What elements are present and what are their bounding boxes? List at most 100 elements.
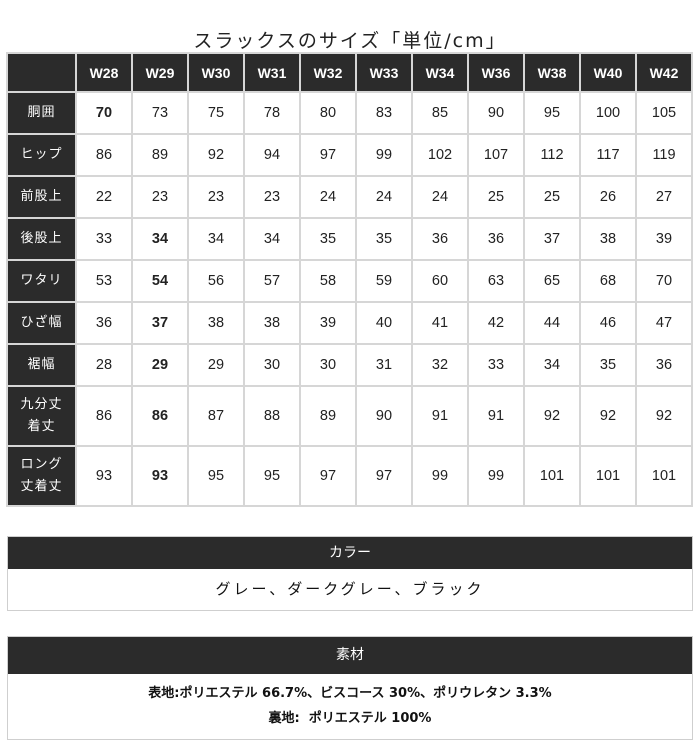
table-row: ヒップ 86 89 92 94 97 99 102 107 112 117 119 — [8, 135, 691, 175]
table-cell: 30 — [301, 345, 355, 385]
size-table: W28 W29 W30 W31 W32 W33 W34 W36 W38 W40 W42 胴囲 70 73… — [6, 52, 693, 507]
material-body: 表地:ポリエステル 66.7%、ビスコース 30%、ポリウレタン 3.3% 裏地… — [8, 674, 692, 739]
table-cell: 33 — [77, 219, 131, 259]
table-cell: 91 — [413, 387, 467, 445]
table-cell: 99 — [357, 135, 411, 175]
table-cell: 38 — [245, 303, 299, 343]
table-cell: 112 — [525, 135, 579, 175]
table-cell: 23 — [189, 177, 243, 217]
table-cell: 37 — [133, 303, 187, 343]
table-cell: 105 — [637, 93, 691, 133]
material-lining: 裏地: ポリエステル 100% — [268, 711, 432, 726]
table-cell: 97 — [301, 135, 355, 175]
table-cell: 28 — [77, 345, 131, 385]
table-cell: 86 — [77, 135, 131, 175]
table-cell: 117 — [581, 135, 635, 175]
table-header-row: W28 W29 W30 W31 W32 W33 W34 W36 W38 W40 W42 — [8, 54, 691, 91]
table-cell: 90 — [469, 93, 523, 133]
table-cell: 99 — [413, 447, 467, 505]
table-cell: 68 — [581, 261, 635, 301]
table-cell: 92 — [581, 387, 635, 445]
table-cell: 101 — [525, 447, 579, 505]
table-cell: 39 — [637, 219, 691, 259]
table-cell: 42 — [469, 303, 523, 343]
column-header: W42 — [637, 54, 691, 91]
table-cell: 34 — [133, 219, 187, 259]
table-cell: 95 — [245, 447, 299, 505]
corner-cell — [8, 54, 75, 91]
table-cell: 80 — [301, 93, 355, 133]
table-cell: 31 — [357, 345, 411, 385]
column-header: W28 — [77, 54, 131, 91]
table-cell: 86 — [133, 387, 187, 445]
column-header: W40 — [581, 54, 635, 91]
table-cell: 107 — [469, 135, 523, 175]
table-row: 裾幅 28 29 29 30 30 31 32 33 34 35 36 — [8, 345, 691, 385]
table-cell: 34 — [189, 219, 243, 259]
table-cell: 26 — [581, 177, 635, 217]
table-cell: 34 — [525, 345, 579, 385]
table-cell: 86 — [77, 387, 131, 445]
table-cell: 36 — [413, 219, 467, 259]
table-cell: 38 — [581, 219, 635, 259]
table-cell: 89 — [133, 135, 187, 175]
row-header: 裾幅 — [8, 345, 75, 385]
material-outer: 表地:ポリエステル 66.7%、ビスコース 30%、ポリウレタン 3.3% — [148, 686, 552, 701]
column-header: W29 — [133, 54, 187, 91]
table-cell: 97 — [357, 447, 411, 505]
table-cell: 101 — [581, 447, 635, 505]
table-cell: 65 — [525, 261, 579, 301]
table-row: ワタリ 53 54 56 57 58 59 60 63 65 68 70 — [8, 261, 691, 301]
table-row: ひざ幅 36 37 38 38 39 40 41 42 44 46 47 — [8, 303, 691, 343]
color-value: グレー、ダークグレー、ブラック — [215, 580, 485, 598]
table-cell: 41 — [413, 303, 467, 343]
table-cell: 90 — [357, 387, 411, 445]
table-cell: 47 — [637, 303, 691, 343]
column-header: W34 — [413, 54, 467, 91]
table-row: 前股上 22 23 23 23 24 24 24 25 25 26 27 — [8, 177, 691, 217]
table-row: 胴囲 70 73 75 78 80 83 85 90 95 100 105 — [8, 93, 691, 133]
table-cell: 60 — [413, 261, 467, 301]
table-cell: 39 — [301, 303, 355, 343]
table-cell: 102 — [413, 135, 467, 175]
table-cell: 56 — [189, 261, 243, 301]
table-cell: 78 — [245, 93, 299, 133]
table-cell: 53 — [77, 261, 131, 301]
row-header: 九分丈 着丈 — [8, 387, 75, 445]
table-cell: 97 — [301, 447, 355, 505]
table-cell: 87 — [189, 387, 243, 445]
row-header: ロング 丈着丈 — [8, 447, 75, 505]
column-header: W30 — [189, 54, 243, 91]
table-cell: 35 — [581, 345, 635, 385]
page-title: スラックスのサイズ「単位/cm」 — [193, 30, 507, 52]
column-header: W32 — [301, 54, 355, 91]
table-cell: 29 — [133, 345, 187, 385]
table-cell: 58 — [301, 261, 355, 301]
row-header: ひざ幅 — [8, 303, 75, 343]
table-cell: 23 — [133, 177, 187, 217]
table-cell: 83 — [357, 93, 411, 133]
table-cell: 101 — [637, 447, 691, 505]
table-cell: 24 — [301, 177, 355, 217]
material-heading: 素材 — [8, 637, 692, 674]
table-cell: 95 — [525, 93, 579, 133]
column-header: W31 — [245, 54, 299, 91]
table-cell: 24 — [357, 177, 411, 217]
table-cell: 36 — [77, 303, 131, 343]
column-header: W38 — [525, 54, 579, 91]
table-cell: 35 — [301, 219, 355, 259]
table-cell: 70 — [637, 261, 691, 301]
table-cell: 44 — [525, 303, 579, 343]
color-section: カラー グレー、ダークグレー、ブラック — [7, 536, 693, 611]
row-header: ヒップ — [8, 135, 75, 175]
table-cell: 36 — [469, 219, 523, 259]
table-cell: 93 — [77, 447, 131, 505]
table-cell: 89 — [301, 387, 355, 445]
table-cell: 85 — [413, 93, 467, 133]
table-cell: 29 — [189, 345, 243, 385]
table-cell: 30 — [245, 345, 299, 385]
table-cell: 34 — [245, 219, 299, 259]
table-cell: 119 — [637, 135, 691, 175]
table-row: 九分丈 着丈 86 86 87 88 89 90 91 91 92 92 92 — [8, 387, 691, 445]
table-cell: 33 — [469, 345, 523, 385]
